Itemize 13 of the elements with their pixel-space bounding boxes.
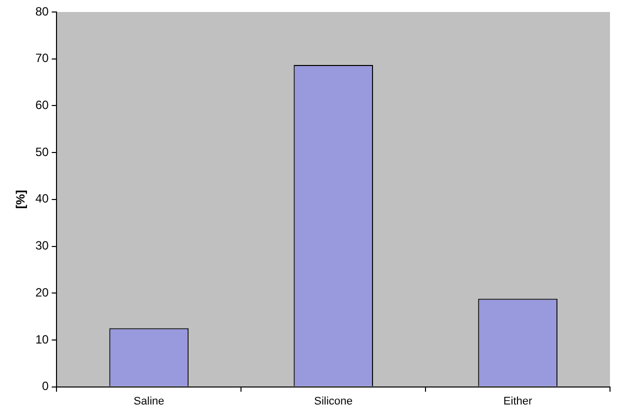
y-tick-label: 40	[35, 192, 50, 206]
y-tick-label: 10	[35, 332, 50, 346]
y-axis-title: [%]	[14, 190, 28, 209]
y-tick-label: 50	[35, 144, 50, 159]
y-tick-label: 30	[35, 238, 50, 253]
x-tick-label: Saline	[134, 395, 164, 408]
y-tick-label: 80	[35, 4, 50, 18]
y-tick-label: 20	[35, 285, 50, 300]
y-tick-label: 60	[35, 98, 50, 112]
y-tick-label: 0	[42, 379, 50, 394]
x-tick-label: Either	[503, 395, 532, 408]
x-tick-label: Silicone	[314, 395, 353, 408]
y-tick-label: 70	[35, 51, 50, 66]
